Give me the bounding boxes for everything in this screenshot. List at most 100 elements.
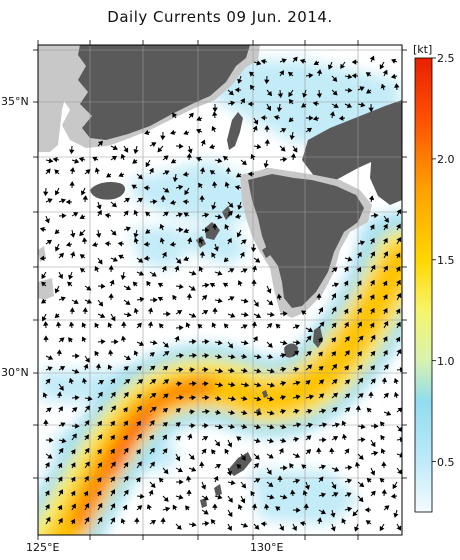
- current-arrow-head: [203, 495, 209, 501]
- current-arrow-head: [199, 251, 206, 256]
- current-arrow-head: [381, 377, 387, 383]
- current-arrow-head: [397, 407, 402, 413]
- current-arrow-head: [178, 143, 184, 149]
- current-arrow-head: [302, 490, 308, 496]
- current-arrow-head: [192, 352, 197, 359]
- current-arrow-head: [158, 323, 164, 329]
- current-arrow-head: [69, 307, 75, 312]
- current-arrow-head: [263, 163, 269, 169]
- current-arrow-head: [135, 477, 141, 483]
- current-arrow-head: [390, 73, 396, 79]
- current-arrow-head: [317, 351, 323, 357]
- current-arrow-head: [223, 257, 229, 263]
- current-arrow-head: [177, 381, 183, 387]
- current-arrow-head: [318, 365, 324, 371]
- current-arrow-head: [47, 453, 53, 459]
- current-arrow-head: [374, 423, 379, 429]
- current-arrow-head: [225, 167, 231, 172]
- current-arrow-head: [200, 484, 207, 490]
- current-arrow-head: [370, 490, 376, 496]
- current-arrow-head: [244, 382, 250, 388]
- current-arrow-head: [120, 153, 126, 159]
- current-arrow-head: [185, 505, 191, 511]
- current-arrow-head: [313, 60, 319, 66]
- current-arrow-head: [211, 322, 217, 328]
- current-arrow-head: [57, 517, 63, 524]
- current-arrow-head: [252, 336, 258, 342]
- current-arrow-head: [187, 148, 193, 154]
- current-arrow-head: [294, 453, 301, 459]
- current-arrow-head: [254, 454, 260, 460]
- current-arrow-head: [368, 107, 374, 113]
- current-arrow-head: [202, 295, 208, 300]
- current-arrow-head: [81, 377, 88, 383]
- current-arrow-head: [97, 209, 102, 216]
- current-arrow-head: [356, 293, 362, 300]
- colorbar-unit: [kt]: [413, 43, 433, 56]
- current-arrow-head: [203, 310, 209, 315]
- current-arrow-head: [396, 223, 401, 229]
- current-arrow-head: [150, 482, 156, 489]
- current-arrow-head: [59, 366, 66, 371]
- current-arrow-head: [369, 237, 375, 244]
- current-arrow-head: [133, 209, 139, 216]
- current-arrow-head: [70, 518, 76, 524]
- current-arrow-head: [365, 520, 371, 526]
- current-arrow-head: [147, 321, 154, 327]
- current-arrow-head: [200, 139, 206, 145]
- current-arrow-head: [228, 202, 234, 208]
- current-arrow-head: [368, 391, 374, 396]
- current-arrow-head: [58, 406, 63, 412]
- current-arrow-head: [331, 293, 336, 299]
- lon-label-130e: 130°E: [250, 541, 284, 554]
- tanegashima: [313, 326, 323, 348]
- current-arrow-head: [122, 407, 128, 413]
- current-arrow-head: [73, 212, 79, 217]
- current-arrow-head: [358, 496, 364, 503]
- current-arrow-head: [251, 279, 257, 284]
- current-arrow-head: [316, 93, 323, 99]
- current-arrow-head: [279, 525, 284, 531]
- current-arrow-head: [306, 127, 312, 133]
- current-arrow-head: [197, 323, 203, 329]
- current-arrow-head: [330, 526, 336, 532]
- current-arrow-head: [54, 313, 60, 319]
- current-arrow-head: [59, 337, 65, 343]
- current-arrow-head: [382, 336, 388, 342]
- current-arrow-head: [123, 147, 129, 153]
- current-arrow-head: [211, 125, 217, 132]
- current-arrow-head: [211, 181, 218, 187]
- current-arrow-head: [340, 63, 346, 69]
- current-arrow-head: [136, 365, 143, 371]
- current-arrow-head: [179, 325, 184, 331]
- current-arrow-head: [81, 336, 87, 342]
- tokunoshima: [214, 484, 222, 496]
- current-arrow-head: [144, 129, 150, 136]
- current-arrow-head: [370, 441, 376, 448]
- current-arrow-head: [212, 307, 218, 312]
- current-arrow-head: [332, 407, 338, 413]
- current-arrow-head: [146, 280, 152, 287]
- current-arrow-head: [176, 524, 182, 530]
- current-arrow-head: [159, 237, 165, 243]
- current-arrow-head: [161, 265, 167, 271]
- current-arrow-head: [212, 107, 218, 113]
- current-arrow-head: [250, 247, 257, 253]
- current-arrow-head: [360, 437, 366, 443]
- current-arrow-head: [203, 509, 209, 515]
- current-arrow-head: [268, 300, 274, 306]
- current-arrow-head: [151, 271, 157, 277]
- current-arrow-head: [317, 337, 323, 343]
- current-arrow-head: [281, 394, 287, 401]
- current-arrow-head: [281, 437, 287, 444]
- current-arrow-head: [396, 525, 402, 531]
- current-arrow-head: [58, 385, 64, 391]
- current-arrow-head: [186, 153, 192, 158]
- current-arrow-head: [365, 72, 371, 78]
- current-arrow-head: [264, 125, 270, 130]
- current-arrow-head: [149, 447, 155, 453]
- current-arrow-head: [242, 522, 249, 528]
- current-arrow-head: [269, 382, 276, 388]
- current-arrow-head: [251, 321, 258, 327]
